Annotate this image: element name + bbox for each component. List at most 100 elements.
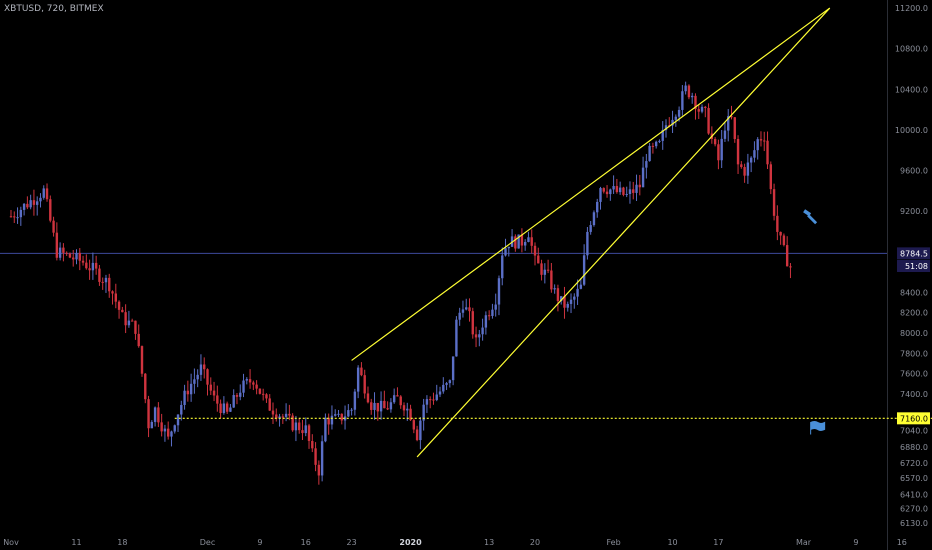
candle: [363, 375, 366, 394]
candle: [484, 315, 488, 328]
candle: [209, 384, 212, 391]
candle: [189, 383, 193, 395]
y-tick-label: 8400.0: [900, 288, 928, 297]
candle: [772, 189, 776, 216]
candle: [150, 421, 154, 429]
y-tick-label: 10400.0: [895, 85, 928, 94]
y-tick-label: 10800.0: [895, 45, 928, 54]
candle: [58, 247, 62, 258]
y-tick-label: 6720.0: [900, 459, 928, 468]
candle: [664, 125, 668, 131]
candle: [618, 187, 622, 193]
y-tick-label: 6410.0: [900, 490, 928, 499]
candle: [569, 299, 573, 304]
y-tick-label: 9200.0: [900, 207, 928, 216]
candle: [527, 237, 530, 242]
candle: [782, 235, 786, 246]
y-tick-label: 6570.0: [900, 474, 928, 483]
candle: [641, 167, 645, 188]
candle: [740, 164, 743, 168]
candle: [494, 304, 497, 310]
candle: [193, 379, 196, 384]
candle: [543, 269, 547, 275]
candle: [294, 422, 298, 431]
candle: [121, 309, 124, 313]
candle: [13, 216, 16, 218]
candle: [330, 415, 334, 425]
candle: [448, 380, 452, 384]
candle: [88, 268, 91, 271]
candle: [396, 395, 399, 397]
candle: [442, 384, 445, 392]
candle: [337, 413, 340, 415]
x-tick-label: 20: [530, 538, 540, 547]
candle: [720, 138, 723, 161]
candle: [717, 144, 720, 161]
candle: [383, 400, 386, 409]
candle: [317, 464, 321, 476]
candle: [212, 390, 216, 396]
candle: [167, 428, 170, 437]
candle: [684, 85, 687, 92]
candle: [91, 262, 95, 271]
candle: [62, 247, 65, 253]
candle: [307, 425, 311, 441]
candle: [648, 145, 651, 162]
candle: [713, 138, 717, 145]
x-tick-label: 9: [257, 538, 262, 547]
candle: [658, 140, 661, 142]
candle: [140, 346, 144, 374]
y-tick-label: 10000.0: [895, 126, 928, 135]
candle: [275, 414, 278, 419]
candle: [478, 334, 481, 338]
candle: [78, 252, 81, 261]
candle: [429, 399, 432, 401]
candle: [347, 410, 350, 417]
candle: [635, 184, 638, 193]
candle: [9, 216, 13, 218]
candle: [29, 200, 32, 208]
y-tick-label: 11200.0: [895, 4, 928, 13]
candle: [68, 253, 72, 258]
candle: [327, 417, 330, 425]
candle: [654, 141, 658, 147]
candle: [324, 417, 327, 442]
trend-line-upper[interactable]: [351, 7, 831, 361]
candle: [769, 164, 772, 190]
candle: [681, 91, 684, 110]
candle: [605, 191, 609, 195]
hammer-icon[interactable]: [803, 209, 818, 225]
x-tick-label: 18: [117, 538, 127, 547]
candle: [206, 369, 209, 385]
candle: [81, 260, 85, 263]
flag-icon[interactable]: [810, 420, 826, 435]
candle: [776, 215, 779, 232]
candle: [697, 109, 700, 112]
candle: [370, 402, 373, 410]
candle: [271, 410, 275, 415]
candle: [671, 119, 674, 126]
candle: [245, 379, 248, 381]
candle: [343, 416, 347, 421]
y-tick-label: 8000.0: [900, 329, 928, 338]
trend-line-lower[interactable]: [416, 7, 831, 458]
x-tick-label: 11: [71, 538, 81, 547]
x-tick-label: 17: [713, 538, 723, 547]
candle: [756, 139, 759, 151]
candle: [360, 367, 363, 376]
candle: [39, 197, 42, 202]
candle: [763, 140, 766, 142]
candle: [723, 130, 727, 139]
candle: [638, 184, 641, 188]
candle: [144, 373, 147, 400]
candle: [707, 107, 710, 134]
candle: [458, 312, 461, 320]
candle: [350, 409, 353, 411]
x-tick-label: 23: [347, 538, 357, 547]
candle: [753, 150, 756, 158]
candle: [399, 396, 402, 406]
x-tick-label: 16: [301, 538, 311, 547]
x-tick-label: Nov: [3, 538, 19, 547]
x-tick-label: 13: [484, 538, 494, 547]
